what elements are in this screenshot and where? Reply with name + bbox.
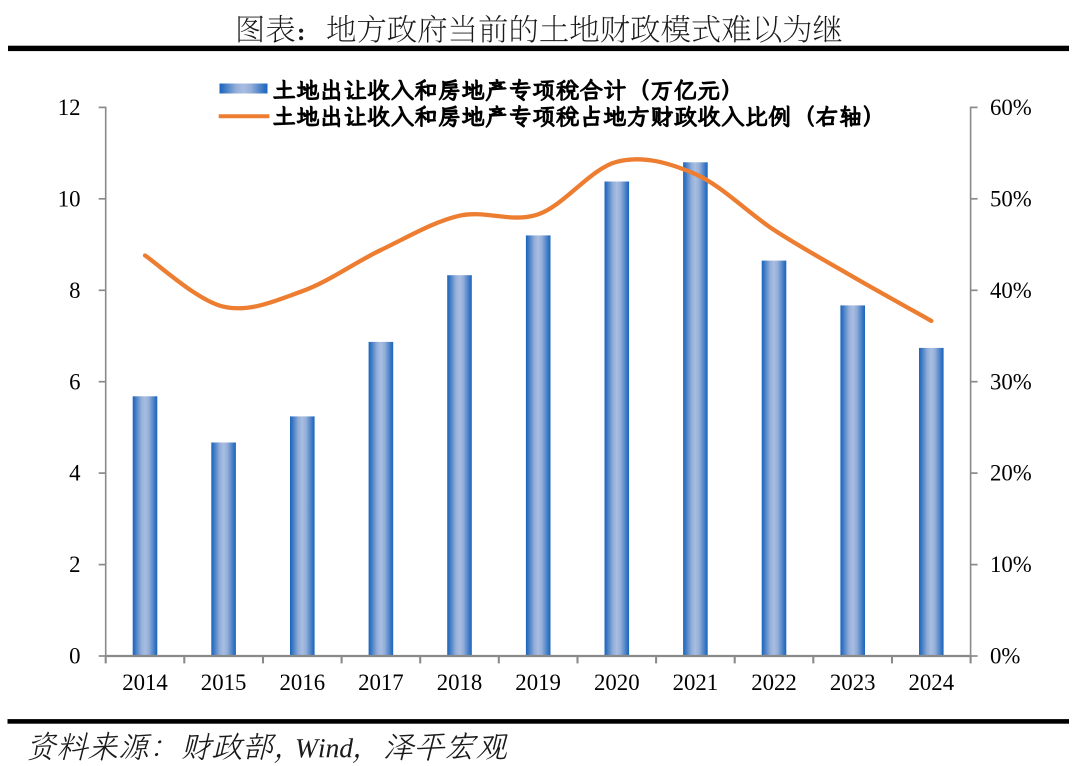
svg-text:2017: 2017 bbox=[358, 670, 404, 695]
svg-text:12: 12 bbox=[58, 95, 81, 120]
svg-text:20%: 20% bbox=[990, 461, 1032, 486]
svg-text:2024: 2024 bbox=[909, 670, 955, 695]
svg-text:4: 4 bbox=[69, 461, 81, 486]
svg-text:2018: 2018 bbox=[437, 670, 483, 695]
svg-text:10%: 10% bbox=[990, 552, 1032, 577]
svg-text:10: 10 bbox=[58, 186, 81, 211]
svg-text:2021: 2021 bbox=[673, 670, 719, 695]
svg-text:30%: 30% bbox=[990, 369, 1032, 394]
svg-text:40%: 40% bbox=[990, 278, 1032, 303]
svg-text:50%: 50% bbox=[990, 186, 1032, 211]
svg-text:2020: 2020 bbox=[594, 670, 640, 695]
svg-text:8: 8 bbox=[69, 278, 80, 303]
svg-text:0%: 0% bbox=[990, 644, 1020, 669]
svg-text:2019: 2019 bbox=[515, 670, 561, 695]
svg-text:2022: 2022 bbox=[751, 670, 797, 695]
svg-text:60%: 60% bbox=[990, 95, 1032, 120]
svg-text:2015: 2015 bbox=[201, 670, 247, 695]
svg-text:2016: 2016 bbox=[280, 670, 326, 695]
svg-text:6: 6 bbox=[69, 369, 80, 394]
svg-text:2014: 2014 bbox=[122, 670, 168, 695]
svg-text:2: 2 bbox=[69, 552, 80, 577]
svg-text:2023: 2023 bbox=[830, 670, 876, 695]
svg-text:0: 0 bbox=[69, 644, 80, 669]
